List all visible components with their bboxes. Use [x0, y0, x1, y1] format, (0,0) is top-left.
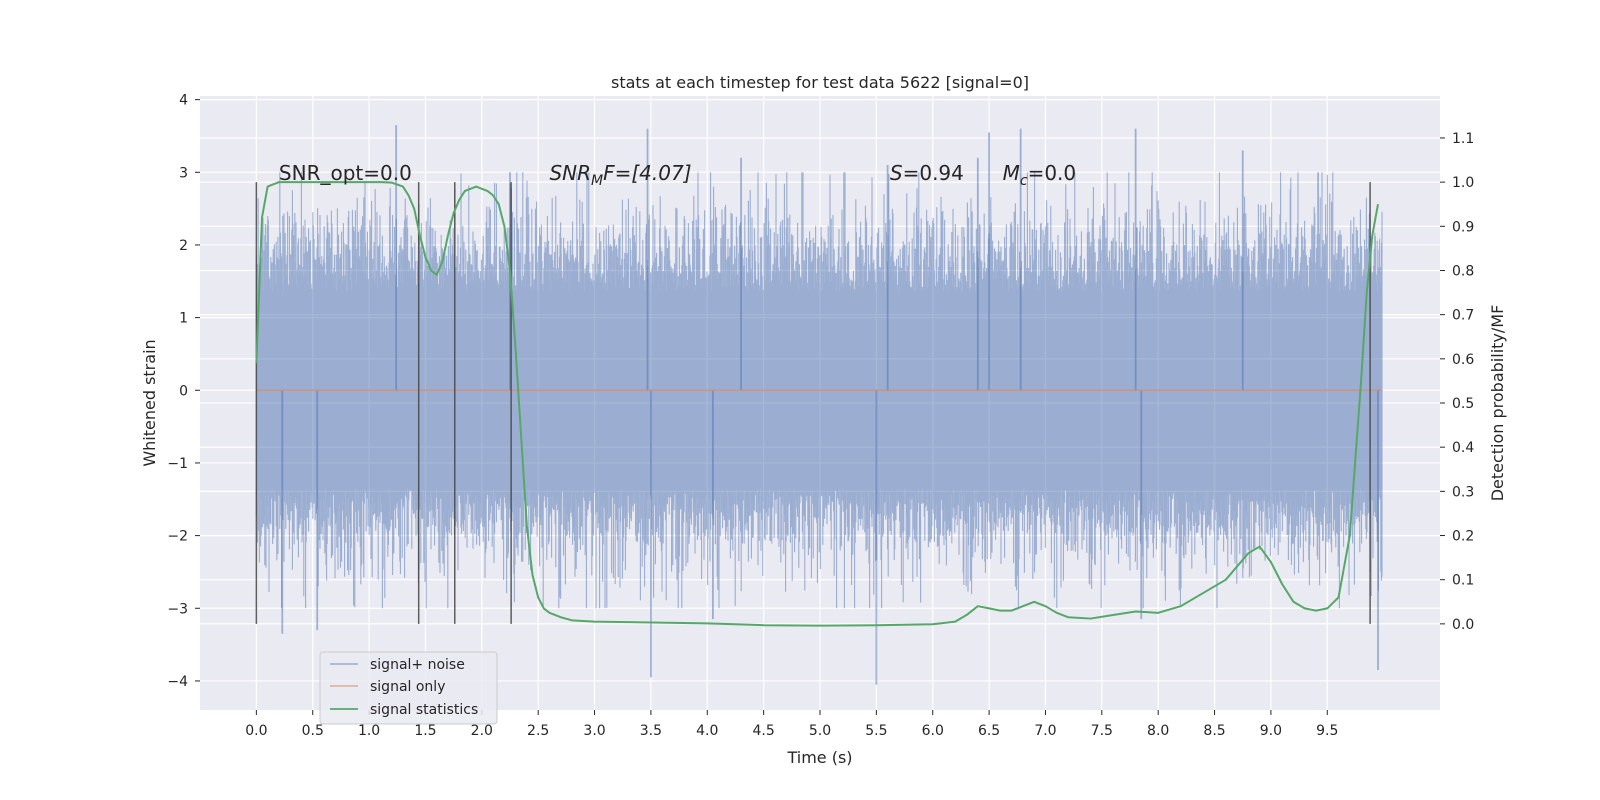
legend-label-signal-only: signal only — [370, 679, 445, 695]
y2-tick-label: 0.1 — [1452, 573, 1474, 589]
y2-tick-label: 0.5 — [1452, 396, 1474, 412]
x-tick-label: 2.5 — [527, 723, 549, 739]
x-tick-label: 2.0 — [471, 723, 493, 739]
y2-tick-label: 0.6 — [1452, 352, 1474, 368]
x-tick-label: 5.0 — [809, 723, 831, 739]
annotation-mc: Mc=0.0 — [1003, 161, 1077, 189]
annotations: SNR_opt=0.0 SNRMF=[4.07] S=0.94 Mc=0.0 — [279, 161, 1076, 189]
legend-label-signal-plus-noise: signal+ noise — [370, 657, 465, 673]
x-tick-label: 8.5 — [1203, 723, 1225, 739]
y-axis-label: Whitened strain — [140, 339, 159, 466]
y-tick-label: −4 — [167, 674, 188, 690]
x-tick-label: 9.0 — [1260, 723, 1282, 739]
annotation-snr-opt: SNR_opt=0.0 — [279, 161, 412, 185]
x-tick-label: 3.0 — [583, 723, 605, 739]
x-tick-label: 6.0 — [922, 723, 944, 739]
y2-tick-label: 0.2 — [1452, 529, 1474, 545]
x-axis-label: Time (s) — [786, 748, 852, 767]
x-tick-label: 5.5 — [865, 723, 887, 739]
y2-tick-label: 0.7 — [1452, 308, 1474, 324]
chart-title: stats at each timestep for test data 562… — [611, 73, 1029, 92]
series-signal-statistics — [255, 181, 1379, 627]
x-tick-label: 8.0 — [1147, 723, 1169, 739]
y-tick-label: −1 — [167, 456, 188, 472]
y-tick-label: 1 — [179, 311, 188, 327]
annotation-snr-mf: SNRMF=[4.07] — [549, 161, 691, 189]
y2-tick-label: 0.0 — [1452, 617, 1474, 633]
y-tick-label: 3 — [179, 165, 188, 181]
x-tick-label: 7.0 — [1034, 723, 1056, 739]
x-tick-label: 1.0 — [358, 723, 380, 739]
x-tick-label: 9.5 — [1316, 723, 1338, 739]
x-tick-label: 3.5 — [640, 723, 662, 739]
annotation-s-stat: S=0.94 — [890, 161, 964, 185]
x-tick-label: 1.5 — [414, 723, 436, 739]
x-tick-label: 4.5 — [753, 723, 775, 739]
x-tick-label: 0.5 — [302, 723, 324, 739]
y2-tick-label: 1.1 — [1452, 131, 1474, 147]
legend-label-signal-statistics: signal statistics — [370, 702, 478, 718]
x-tick-label: 0.0 — [245, 723, 267, 739]
y-tick-label: −3 — [167, 601, 188, 617]
y2-tick-label: 0.8 — [1452, 263, 1474, 279]
y2-axis-ticks: 0.0 0.1 0.2 0.3 0.4 0.5 0.6 0.7 0.8 0.9 1.0 1.1 — [1440, 131, 1474, 633]
x-tick-label: 4.0 — [696, 723, 718, 739]
x-tick-label: 7.5 — [1091, 723, 1113, 739]
y2-tick-label: 0.4 — [1452, 440, 1474, 456]
signal-statistics-line — [255, 181, 1379, 627]
y-tick-label: 2 — [179, 238, 188, 254]
y2-tick-label: 0.3 — [1452, 484, 1474, 500]
legend: signal+ noise signal only signal statist… — [319, 651, 498, 725]
y2-tick-label: 1.0 — [1452, 175, 1474, 191]
legend-box — [319, 651, 498, 725]
x-axis-ticks: 0.0 0.5 1.0 1.5 2.0 2.5 3.0 3.5 4.0 4.5 5.0 5.5 6.0 6… — [245, 710, 1338, 739]
y-tick-label: 0 — [179, 383, 188, 399]
y-tick-label: −2 — [167, 529, 188, 545]
y-tick-label: 4 — [179, 93, 188, 109]
y2-tick-label: 0.9 — [1452, 219, 1474, 235]
y-axis-ticks: −4 −3 −2 −1 0 1 2 3 4 — [167, 93, 200, 690]
y2-axis-label: Detection probability/MF — [1488, 305, 1507, 502]
x-tick-label: 6.5 — [978, 723, 1000, 739]
